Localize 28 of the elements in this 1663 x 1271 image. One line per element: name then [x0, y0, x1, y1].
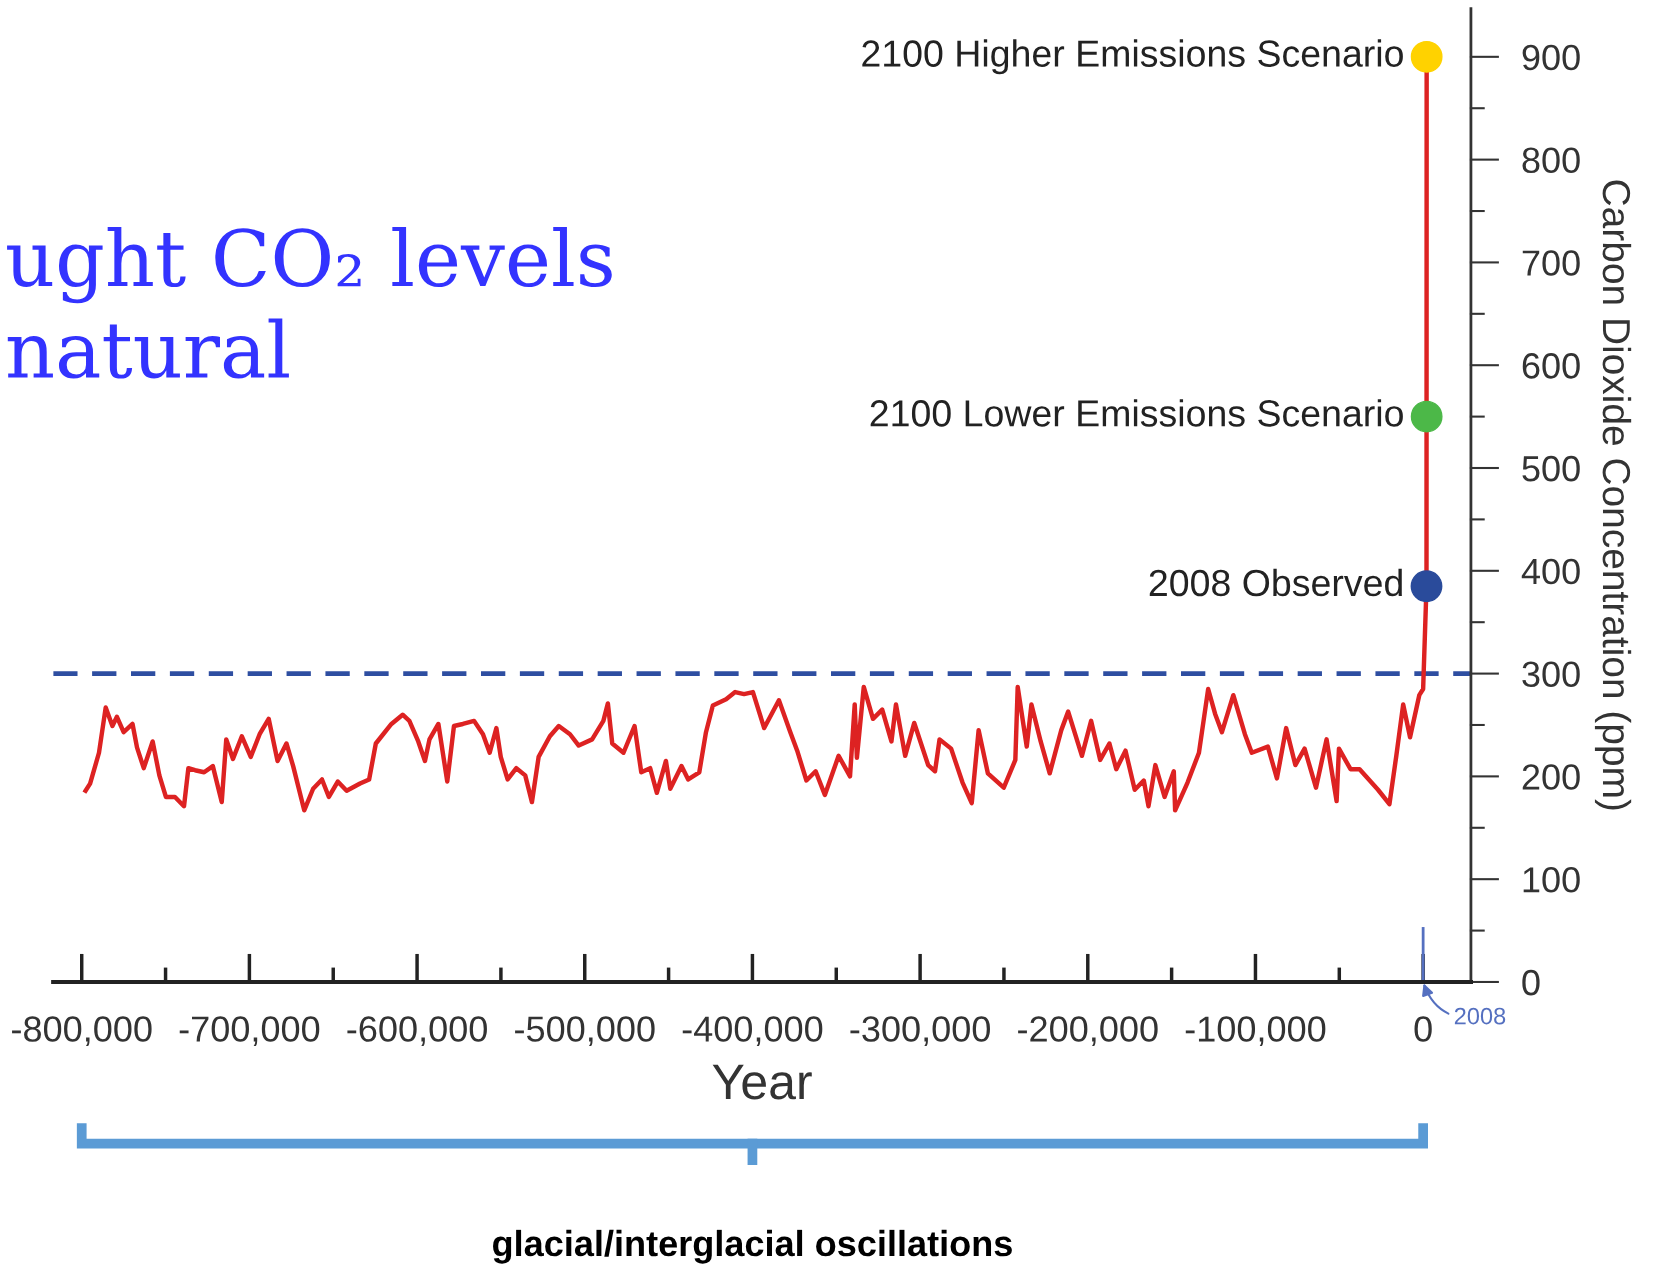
y-tick-label: 800 — [1522, 147, 1580, 174]
series-label: 2008 Observed — [1149, 568, 1402, 597]
x-tick-label: 0 — [1414, 1016, 1432, 1042]
series-label: 2100 Higher Emissions Scenario — [862, 39, 1403, 75]
y-tick-label: 900 — [1522, 44, 1580, 71]
x-tick-label: -700,000 — [179, 1016, 320, 1047]
text: glacial/interglacial oscillations — [493, 1229, 1012, 1264]
y-tick-label: 0 — [1522, 969, 1540, 996]
y-tick-label: 400 — [1521, 558, 1580, 585]
x-tick-label: -800,000 — [12, 1016, 152, 1047]
y-tick-label: 600 — [1522, 353, 1580, 379]
x-tick-label: -400,000 — [682, 1016, 823, 1047]
x-tick-label: -300,000 — [850, 1016, 990, 1047]
series-label: 2100 Lower Emissions Scenario — [870, 399, 1403, 427]
annotation: ught CO₂ levels — [7, 226, 612, 304]
y-tick-label: 300 — [1522, 661, 1580, 688]
y-tick-label: 200 — [1522, 764, 1580, 790]
y-tick-label: 100 — [1523, 867, 1580, 893]
x-tick-label: -500,000 — [515, 1016, 655, 1047]
text: 2008 — [1454, 1007, 1506, 1025]
x-axis-title: Year — [712, 1064, 812, 1100]
x-tick-label: -200,000 — [1018, 1016, 1158, 1047]
y-axis-title: Carbon Dioxide Concentration (ppm) — [1594, 180, 1632, 810]
x-tick-label: -600,000 — [347, 1016, 487, 1047]
annotation: natural — [7, 318, 289, 379]
y-tick-label: 500 — [1522, 455, 1580, 482]
y-tick-label: 700 — [1522, 250, 1580, 276]
x-tick-label: -100,000 — [1185, 1016, 1326, 1047]
